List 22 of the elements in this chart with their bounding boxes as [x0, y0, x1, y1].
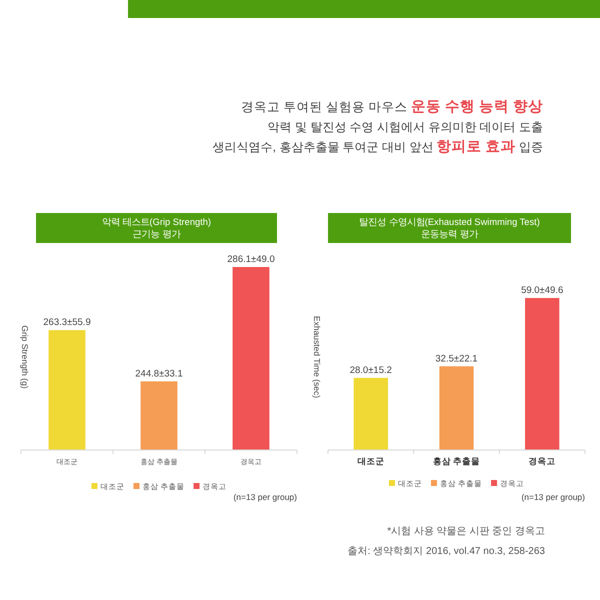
text: (n=13 per group): [521, 492, 586, 502]
text: 경옥고 투여된 실험용 마우스 운동 수행 능력 향상: [241, 99, 543, 115]
y-axis-title: Grip Strength (g): [20, 325, 30, 389]
source-note: 출처: 생약학회지 2016, vol.47 no.3, 258-263: [348, 546, 546, 557]
data-label: 59.0±49.6: [521, 285, 564, 296]
x-tick-label: 홍삼 추출물: [432, 456, 480, 466]
chart-title: 악력 테스트(Grip Strength) 근기능 평가: [102, 217, 212, 239]
data-label: 244.8±33.1: [135, 368, 183, 380]
x-tick-label: 대조군: [357, 456, 384, 466]
text: 악력 및 탈진성 수영 시험에서 유의미한 데이터 도출: [268, 120, 543, 134]
data-label: 263.3±55.9: [43, 317, 91, 328]
data-label: 32.5±22.1: [435, 353, 478, 364]
chart-title: 탈진성 수영시험(Exhausted Swimming Test) 운동능력 평가: [359, 217, 540, 239]
y-axis-title: Exhausted Time (sec): [312, 316, 322, 398]
text: *시험 사용 약물은 시판 중인 경옥고: [387, 526, 545, 537]
x-tick-label: 경옥고: [528, 456, 556, 466]
data-label: 286.1±49.0: [227, 254, 275, 265]
text: (n=13 per group): [233, 492, 298, 502]
title-box: 악력 테스트(Grip Strength) 근기능 평가: [36, 213, 277, 243]
title-box: 탈진성 수영시험(Exhausted Swimming Test) 운동능력 평가: [328, 213, 571, 243]
data-label: 28.0±15.2: [350, 364, 392, 376]
text: 생리식염수, 홍삼추출물 투여군 대비 앞선 항피로 효과 입증: [212, 139, 543, 155]
